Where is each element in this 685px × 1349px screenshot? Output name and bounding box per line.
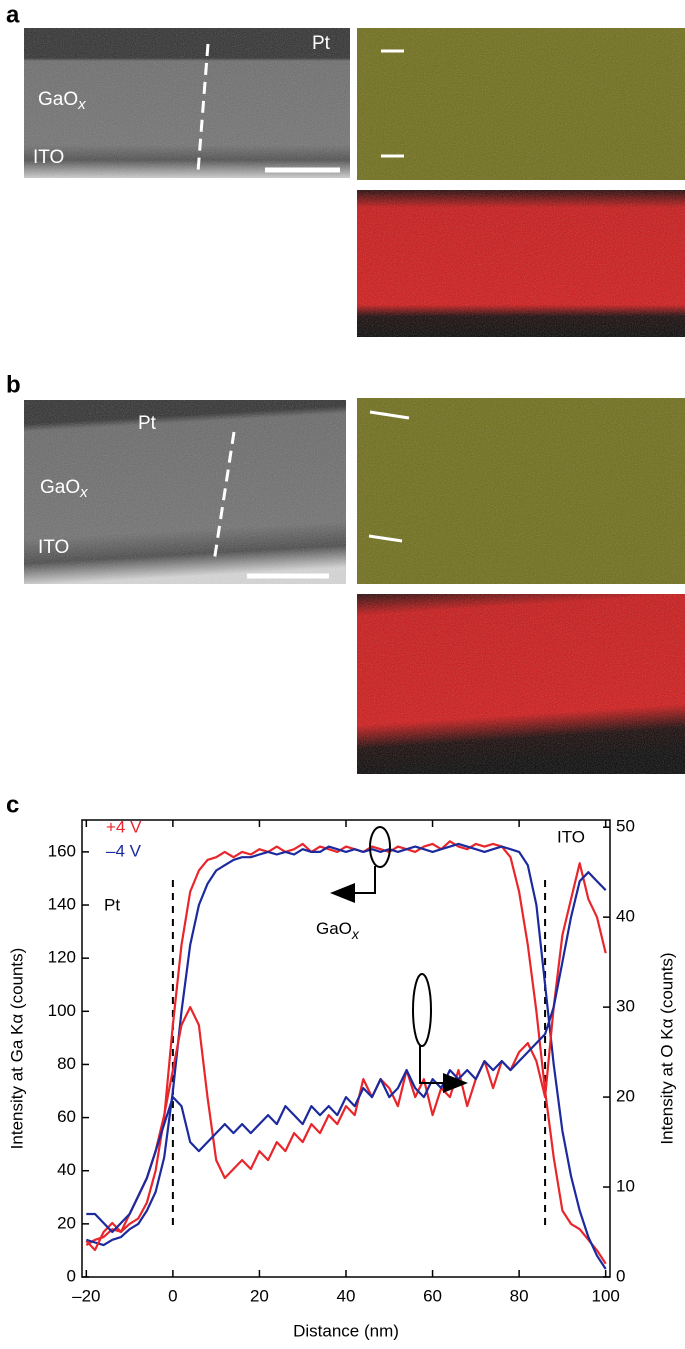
- image-noise: [24, 400, 346, 584]
- y-tick-label: 120: [48, 948, 76, 967]
- y2-axis-label: Intensity at O Kα (counts): [657, 952, 676, 1144]
- chart: –20 0 20 40 60 80 1000204060801001201401600102…: [7, 817, 676, 1341]
- arrowhead: [330, 883, 355, 903]
- image-noise: [24, 28, 350, 178]
- y2-tick-label: 10: [616, 1177, 635, 1196]
- gaox-text: GaO: [38, 89, 78, 110]
- y2-tick-label: 40: [616, 907, 635, 926]
- x-tick-label: 40: [337, 1286, 356, 1305]
- gaox-text: GaO: [40, 477, 80, 498]
- y2-tick-label: 30: [616, 997, 635, 1016]
- x-tick-label: 20: [250, 1286, 269, 1305]
- marker: [369, 410, 410, 420]
- y2-tick-label: 20: [616, 1087, 635, 1106]
- y2-tick-label: 0: [616, 1266, 625, 1285]
- axis-indicator: [369, 826, 391, 868]
- image-noise: [357, 28, 685, 180]
- annotation-gaox-sub: x: [351, 926, 360, 942]
- x-axis-label: Distance (nm): [293, 1321, 399, 1340]
- arrowhead: [443, 1073, 468, 1093]
- gaox-sub: x: [79, 484, 88, 501]
- gaox-label: GaOx: [40, 477, 88, 501]
- data-line: [85, 862, 607, 1252]
- x-tick-label: –20: [72, 1286, 100, 1305]
- pt-label: Pt: [312, 33, 331, 54]
- image-noise: [357, 398, 685, 584]
- annotation-gaox: GaOx: [316, 919, 360, 941]
- y-tick-label: 40: [57, 1160, 76, 1179]
- x-tick-label: 60: [423, 1286, 442, 1305]
- x-tick-label: 80: [510, 1286, 529, 1305]
- gaox-label: GaOx: [38, 89, 86, 113]
- image-noise: [357, 190, 685, 337]
- y-tick-label: 60: [57, 1107, 76, 1126]
- y-tick-label: 80: [57, 1054, 76, 1073]
- panel-label: b: [6, 371, 21, 398]
- legend-entry: –4 V: [106, 841, 142, 860]
- marker: [368, 534, 403, 543]
- x-tick-label: 0: [168, 1286, 177, 1305]
- panel-label: a: [6, 1, 20, 28]
- y-tick-label: 160: [48, 841, 76, 860]
- ito-label: ITO: [38, 537, 69, 558]
- data-line: [86, 871, 607, 1234]
- line-profile: [196, 43, 210, 173]
- y-tick-label: 20: [57, 1213, 76, 1232]
- legend-entry: +4 V: [106, 817, 142, 836]
- y-tick-label: 100: [48, 1001, 76, 1020]
- gaox-sub: x: [77, 96, 86, 113]
- panel-label: c: [6, 791, 19, 818]
- y-tick-label: 0: [67, 1266, 76, 1285]
- axis-indicator: [412, 973, 432, 1047]
- data-line: [85, 842, 607, 1270]
- annotation-gaox-text: GaO: [316, 919, 352, 938]
- ito-label: ITO: [33, 147, 64, 168]
- line-profile: [212, 431, 236, 563]
- image-noise: [357, 594, 685, 774]
- y-axis-label: Intensity at Ga Kα (counts): [7, 948, 26, 1150]
- x-tick-label: 100: [591, 1286, 619, 1305]
- y2-tick-label: 50: [616, 817, 635, 836]
- y-tick-label: 140: [48, 895, 76, 914]
- annotation-ito: ITO: [557, 827, 585, 846]
- data-line: [85, 840, 607, 1265]
- annotation-pt: Pt: [104, 895, 120, 914]
- pt-label: Pt: [138, 413, 157, 434]
